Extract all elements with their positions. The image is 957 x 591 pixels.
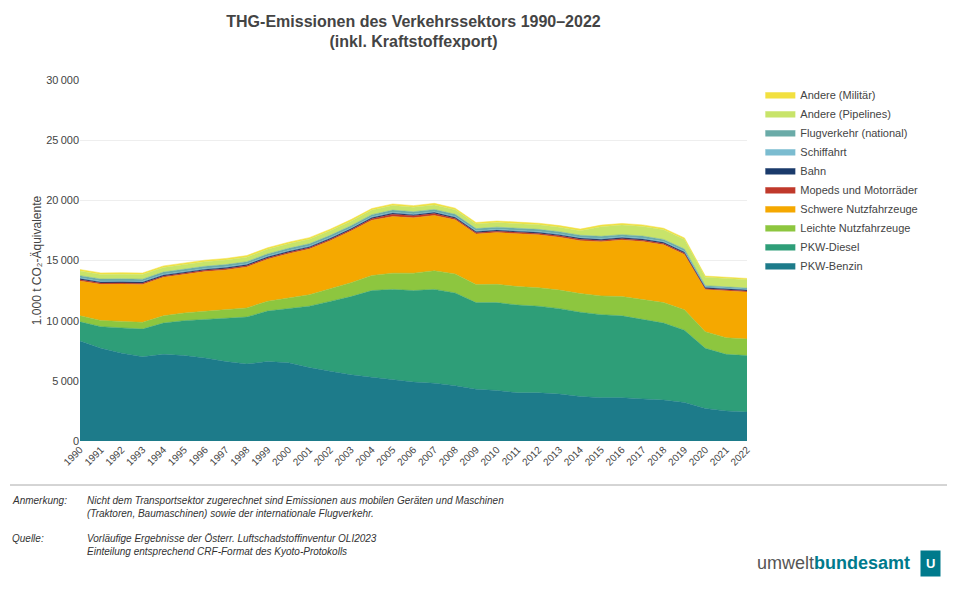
svg-text:1993: 1993 [124,444,148,468]
svg-text:1998: 1998 [228,444,252,468]
svg-text:2014: 2014 [562,444,586,468]
svg-text:2017: 2017 [624,444,648,468]
svg-text:Schiffahrt: Schiffahrt [800,146,846,158]
svg-text:Quelle:: Quelle: [12,533,44,544]
svg-text:Andere (Pipelines): Andere (Pipelines) [800,108,891,120]
svg-text:1.000 t CO₂-Äquivalente: 1.000 t CO₂-Äquivalente [30,195,44,325]
svg-text:PKW-Diesel: PKW-Diesel [800,241,859,253]
svg-text:Schwere Nutzfahrzeuge: Schwere Nutzfahrzeuge [800,203,917,215]
svg-text:2007: 2007 [416,444,440,468]
svg-text:2021: 2021 [708,444,732,468]
svg-text:25 000: 25 000 [46,134,79,146]
svg-text:1995: 1995 [166,444,190,468]
svg-text:1994: 1994 [145,444,169,468]
svg-text:Nicht dem Transportsektor zuge: Nicht dem Transportsektor zugerechnet si… [87,495,504,519]
svg-text:2008: 2008 [437,444,461,468]
svg-text:2004: 2004 [353,444,377,468]
svg-text:2016: 2016 [603,444,627,468]
svg-text:2002: 2002 [312,444,336,468]
svg-text:10 000: 10 000 [46,315,79,327]
svg-text:2000: 2000 [270,444,294,468]
svg-text:15 000: 15 000 [46,254,79,266]
svg-text:2010: 2010 [478,444,502,468]
svg-text:Vorläufige Ergebnisse der Öste: Vorläufige Ergebnisse der Österr. Luftsc… [87,533,377,557]
svg-text:2006: 2006 [395,444,419,468]
svg-text:20 000: 20 000 [46,194,79,206]
svg-text:1997: 1997 [207,444,231,468]
svg-text:5 000: 5 000 [52,375,79,387]
svg-text:umweltbundesamt: umweltbundesamt [757,553,910,573]
svg-text:1990: 1990 [61,444,85,468]
svg-text:2020: 2020 [687,444,711,468]
svg-text:1992: 1992 [103,444,127,468]
svg-text:THG-Emissionen des Verkehrssek: THG-Emissionen des Verkehrssektors 1990–… [226,13,601,51]
svg-text:2019: 2019 [666,444,690,468]
svg-text:Bahn: Bahn [800,165,826,177]
svg-text:Andere (Militär): Andere (Militär) [800,89,875,101]
svg-text:1999: 1999 [249,444,273,468]
svg-text:PKW-Benzin: PKW-Benzin [800,260,862,272]
svg-text:2003: 2003 [332,444,356,468]
svg-text:U: U [926,556,935,571]
svg-text:2005: 2005 [374,444,398,468]
svg-text:0: 0 [73,435,79,447]
svg-text:Leichte Nutzfahrzeuge: Leichte Nutzfahrzeuge [800,222,910,234]
svg-text:Anmerkung:: Anmerkung: [12,495,67,506]
svg-text:2018: 2018 [645,444,669,468]
svg-text:2013: 2013 [541,444,565,468]
svg-text:2001: 2001 [291,444,315,468]
svg-text:1996: 1996 [186,444,210,468]
svg-text:2022: 2022 [728,444,752,468]
svg-text:2009: 2009 [457,444,481,468]
svg-text:Mopeds und Motorräder: Mopeds und Motorräder [800,184,918,196]
svg-text:2015: 2015 [583,444,607,468]
svg-text:30 000: 30 000 [46,74,79,86]
svg-text:2011: 2011 [500,444,523,467]
svg-text:Flugverkehr (national): Flugverkehr (national) [800,127,907,139]
svg-text:2012: 2012 [520,444,544,468]
svg-text:1991: 1991 [82,444,106,468]
